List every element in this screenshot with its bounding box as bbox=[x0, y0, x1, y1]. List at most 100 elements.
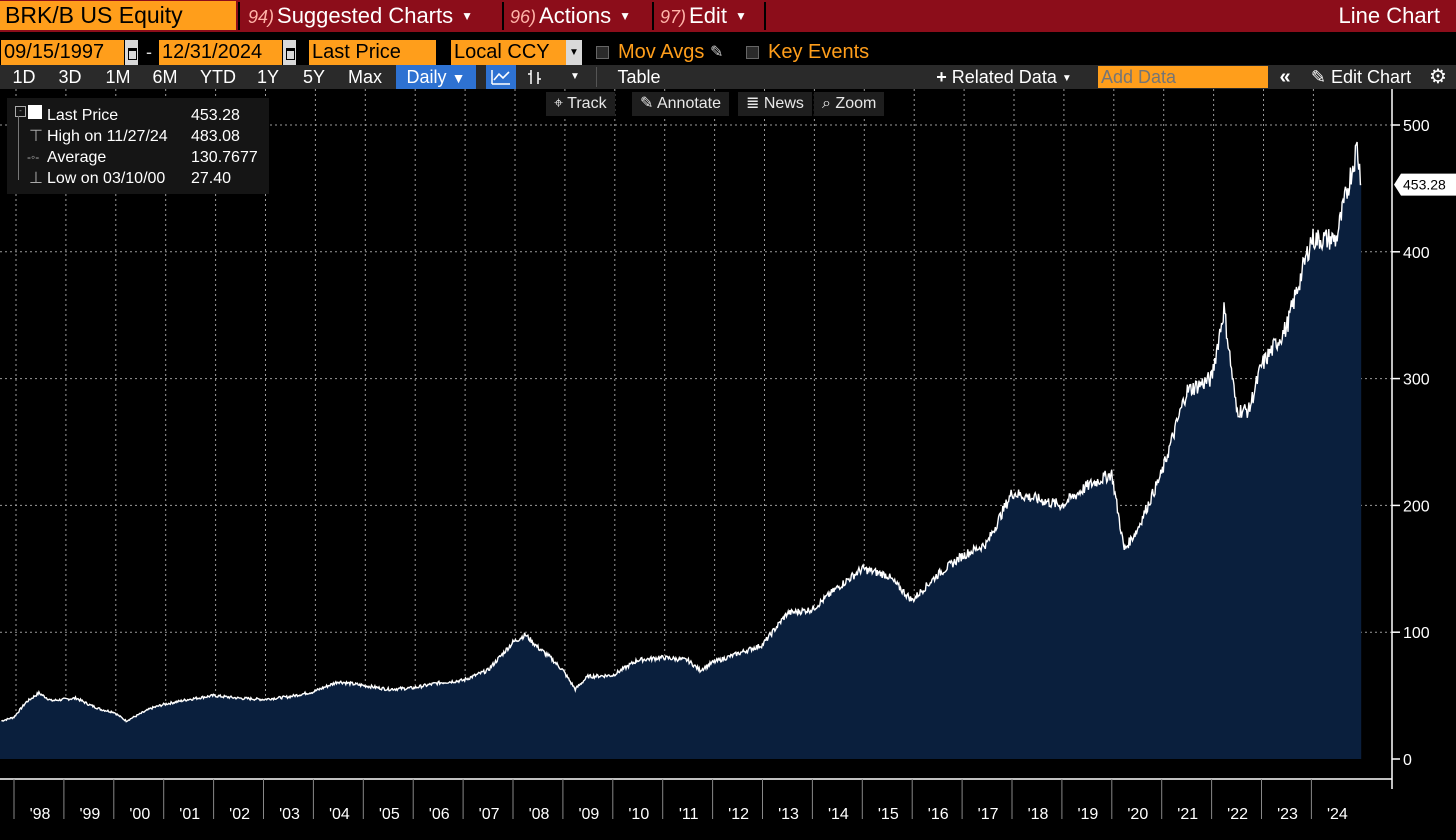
y-tick-label: 0 bbox=[1403, 752, 1412, 769]
mov-avgs-checkbox[interactable] bbox=[596, 46, 609, 59]
table-button[interactable]: Table bbox=[617, 67, 661, 87]
legend-label: High on 11/27/24 bbox=[47, 128, 168, 145]
price-chart[interactable]: 0 100 200 300 400 500 '98 '99 '00 '01 '02 '03 '04 '05… bbox=[0, 89, 1456, 840]
calendar-icon[interactable] bbox=[124, 40, 138, 65]
menu-divider bbox=[502, 2, 504, 30]
ticker-input[interactable]: BRK/B US Equity bbox=[0, 1, 236, 30]
period-3d[interactable]: 3D bbox=[58, 67, 82, 87]
caret-down-icon: ▼ bbox=[451, 70, 466, 86]
menu-label: Suggested Charts bbox=[277, 3, 454, 28]
currency-selector[interactable]: Local CCY bbox=[451, 40, 566, 65]
edit-menu[interactable]: 97) Edit ▼ bbox=[660, 0, 747, 32]
x-tick-label: '05 bbox=[379, 806, 400, 823]
field-selector[interactable]: Last Price bbox=[309, 40, 436, 65]
actions-menu[interactable]: 96) Actions ▼ bbox=[510, 0, 631, 32]
legend-row: Last Price 453.28 bbox=[7, 105, 269, 126]
menu-label: Edit bbox=[689, 3, 727, 28]
period-1d[interactable]: 1D bbox=[12, 67, 36, 87]
news-tool[interactable]: ≣ News bbox=[738, 92, 812, 116]
magnifier-icon: ⌕ bbox=[822, 95, 831, 112]
news-icon: ≣ bbox=[746, 95, 760, 112]
frequency-selector[interactable]: Daily ▼ bbox=[396, 65, 476, 89]
title-bar bbox=[0, 0, 1456, 32]
legend: - Last Price 453.28 ⊤ High on 11/27/24 4… bbox=[7, 98, 269, 194]
annotate-tool[interactable]: ✎ Annotate bbox=[632, 92, 730, 116]
key-events-checkbox[interactable] bbox=[746, 46, 759, 59]
x-tick-label: '06 bbox=[429, 806, 450, 823]
caret-down-icon: ▼ bbox=[619, 9, 632, 23]
period-1y[interactable]: 1Y bbox=[256, 67, 280, 87]
x-tick-label: '02 bbox=[229, 806, 250, 823]
x-tick-label: '14 bbox=[828, 806, 849, 823]
x-tick-label: '21 bbox=[1177, 806, 1198, 823]
menu-number: 94) bbox=[248, 7, 275, 27]
high-marker-icon: ⊤ bbox=[29, 128, 43, 145]
period-1m[interactable]: 1M bbox=[105, 67, 131, 87]
legend-label: Last Price bbox=[47, 107, 119, 124]
x-tick-label: '15 bbox=[878, 806, 899, 823]
caret-down-icon: ▼ bbox=[734, 9, 747, 23]
menu-number: 97) bbox=[660, 7, 687, 27]
period-max[interactable]: Max bbox=[347, 67, 382, 87]
menu-number: 96) bbox=[510, 7, 537, 27]
chevron-down-icon[interactable]: ▼ bbox=[566, 40, 582, 65]
pencil-icon[interactable]: ✎ bbox=[710, 44, 724, 61]
collapse-icon[interactable]: - bbox=[15, 106, 26, 117]
x-tick-label: '04 bbox=[329, 806, 350, 823]
last-price-tag-label: 453.28 bbox=[1403, 177, 1446, 193]
news-label: News bbox=[763, 95, 804, 112]
y-tick-label: 500 bbox=[1403, 118, 1430, 135]
frequency-label: Daily bbox=[406, 67, 447, 87]
add-data-input[interactable] bbox=[1098, 66, 1268, 88]
mov-avgs-label[interactable]: Mov Avgs bbox=[618, 41, 705, 63]
x-tick-label: '03 bbox=[279, 806, 300, 823]
x-tick-label: '13 bbox=[778, 806, 799, 823]
period-6m[interactable]: 6M bbox=[152, 67, 178, 87]
x-tick-label: '24 bbox=[1327, 806, 1348, 823]
suggested-charts-menu[interactable]: 94) Suggested Charts ▼ bbox=[248, 0, 473, 32]
start-date-field[interactable]: 09/15/1997 bbox=[1, 40, 124, 65]
last-price-tag bbox=[1394, 173, 1456, 196]
x-tick-label: '01 bbox=[179, 806, 200, 823]
menu-divider bbox=[764, 2, 766, 30]
tree-line bbox=[18, 116, 19, 180]
period-5y[interactable]: 5Y bbox=[302, 67, 326, 87]
track-tool[interactable]: ⌖ Track bbox=[546, 92, 615, 116]
legend-value: 27.40 bbox=[191, 170, 232, 187]
legend-row: -◦- Average 130.7677 bbox=[7, 147, 269, 168]
x-tick-label: '98 bbox=[30, 806, 51, 823]
chevron-down-icon[interactable]: ▼ bbox=[570, 71, 580, 82]
x-tick-label: '23 bbox=[1277, 806, 1298, 823]
series-swatch bbox=[28, 105, 42, 119]
zoom-tool[interactable]: ⌕ Zoom bbox=[814, 92, 885, 116]
x-tick-label: '19 bbox=[1077, 806, 1098, 823]
period-ytd[interactable]: YTD bbox=[200, 67, 236, 87]
x-tick-label: '09 bbox=[578, 806, 599, 823]
collapse-icon[interactable]: « bbox=[1279, 66, 1291, 88]
caret-down-icon: ▼ bbox=[461, 9, 474, 23]
annotate-label: Annotate bbox=[656, 95, 722, 112]
legend-value: 453.28 bbox=[191, 107, 240, 124]
line-chart-icon[interactable] bbox=[486, 65, 516, 89]
x-tick-label: '07 bbox=[479, 806, 500, 823]
legend-value: 130.7677 bbox=[191, 149, 258, 166]
legend-label: Low on 03/10/00 bbox=[47, 170, 166, 187]
x-tick-label: '11 bbox=[679, 806, 699, 823]
crosshair-icon: ⌖ bbox=[554, 95, 564, 112]
track-label: Track bbox=[567, 95, 607, 112]
key-events-label[interactable]: Key Events bbox=[768, 41, 870, 63]
related-data-button[interactable]: + Related Data ▼ bbox=[924, 65, 1084, 89]
edit-chart-label: Edit Chart bbox=[1331, 67, 1412, 87]
x-tick-label: '22 bbox=[1227, 806, 1248, 823]
edit-chart-button[interactable]: ✎ Edit Chart bbox=[1304, 65, 1418, 89]
y-tick-label: 200 bbox=[1403, 498, 1430, 515]
legend-row: ⊥ Low on 03/10/00 27.40 bbox=[7, 168, 269, 189]
x-tick-label: '20 bbox=[1127, 806, 1148, 823]
calendar-icon[interactable] bbox=[282, 40, 296, 65]
x-tick-label: '00 bbox=[129, 806, 150, 823]
end-date-field[interactable]: 12/31/2024 bbox=[159, 40, 282, 65]
chart-type-label: Line Chart bbox=[1338, 3, 1440, 28]
gear-icon[interactable]: ⚙ bbox=[1429, 66, 1447, 88]
bar-chart-icon[interactable] bbox=[520, 65, 550, 89]
menu-divider bbox=[652, 2, 654, 30]
